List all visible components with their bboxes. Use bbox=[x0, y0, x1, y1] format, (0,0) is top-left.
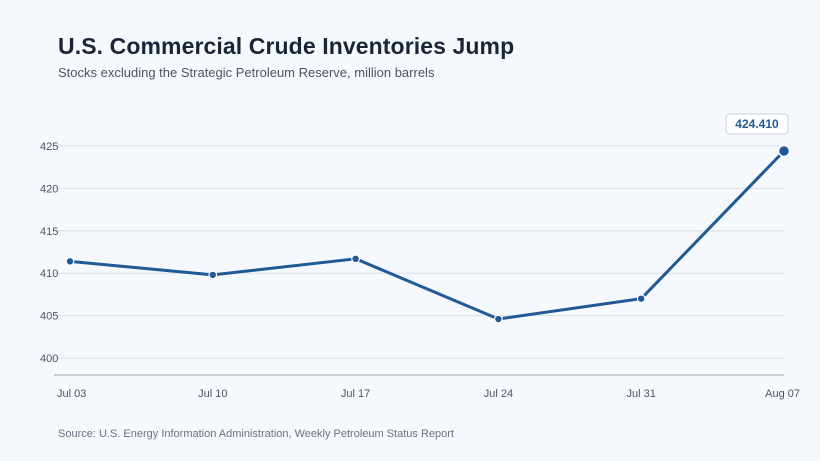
x-tick-label: Aug 07 bbox=[765, 388, 800, 400]
y-tick-label: 405 bbox=[40, 311, 58, 323]
y-tick-label: 415 bbox=[40, 226, 58, 238]
x-tick-label: Jul 31 bbox=[627, 388, 656, 400]
x-tick-label: Jul 03 bbox=[57, 388, 86, 400]
callout-box bbox=[725, 113, 789, 135]
series-line bbox=[68, 149, 786, 321]
data-point bbox=[351, 254, 361, 264]
highlight-point bbox=[777, 144, 791, 158]
y-tick-label: 420 bbox=[40, 183, 58, 195]
callout-label: 424.410 bbox=[735, 117, 779, 131]
x-tick-label: Jul 10 bbox=[198, 388, 227, 400]
data-point bbox=[494, 314, 503, 324]
chart-subtitle: Stocks excluding the Strategic Petroleum… bbox=[58, 65, 435, 80]
x-tick-label: Jul 24 bbox=[484, 388, 513, 400]
data-point bbox=[636, 294, 646, 304]
data-point bbox=[208, 270, 218, 280]
y-tick-label: 410 bbox=[40, 268, 58, 280]
source-note: Source: U.S. Energy Information Administ… bbox=[58, 428, 454, 440]
y-tick-label: 425 bbox=[40, 141, 58, 153]
x-tick-label: Jul 17 bbox=[341, 388, 370, 400]
data-point bbox=[65, 256, 75, 266]
y-tick-label: 400 bbox=[40, 353, 58, 365]
chart-title: U.S. Commercial Crude Inventories Jump bbox=[58, 33, 515, 59]
